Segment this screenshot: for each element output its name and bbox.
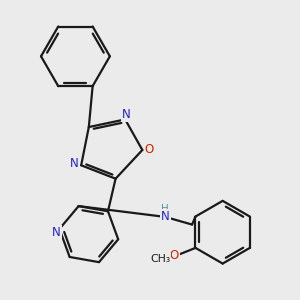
Text: CH₃: CH₃ bbox=[150, 254, 170, 264]
Text: N: N bbox=[161, 210, 170, 224]
Text: N: N bbox=[52, 226, 61, 238]
Text: N: N bbox=[122, 108, 130, 121]
Text: N: N bbox=[70, 157, 79, 170]
Text: H: H bbox=[161, 203, 169, 214]
Text: O: O bbox=[145, 143, 154, 157]
Text: O: O bbox=[169, 249, 179, 262]
